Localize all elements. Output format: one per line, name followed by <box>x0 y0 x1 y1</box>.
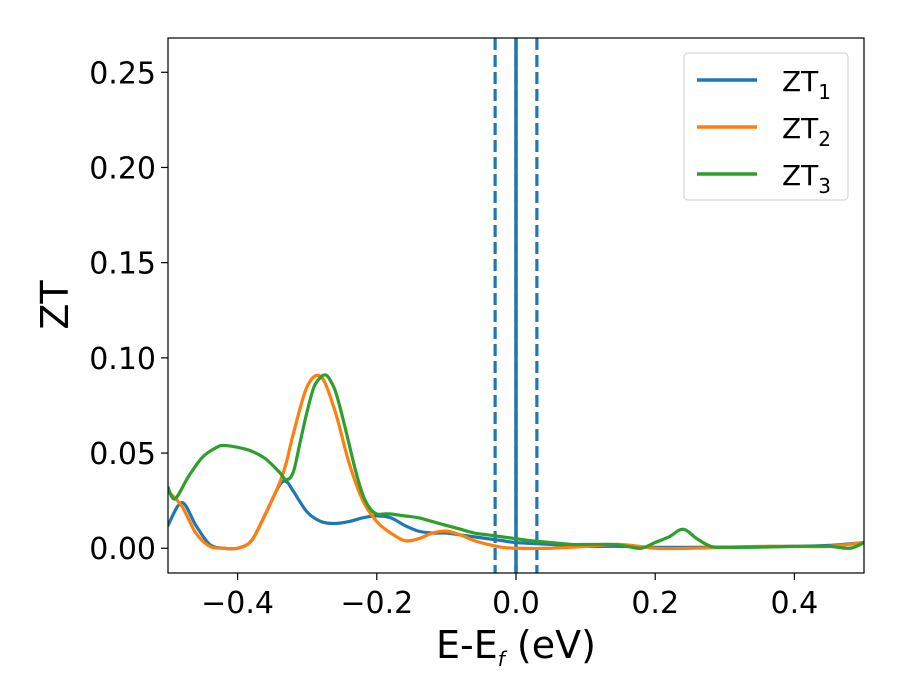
reference-lines <box>493 38 539 573</box>
series-line-zt2 <box>168 373 864 551</box>
y-tick-label: 0.00 <box>89 532 156 567</box>
x-tick-label: 0.0 <box>492 586 540 621</box>
legend-label: ZT2 <box>782 112 831 151</box>
series-line-zt3 <box>168 373 864 550</box>
legend: ZT1 ZT2 ZT3 <box>683 52 849 201</box>
x-axis: −0.4 −0.2 0.0 0.2 0.4 <box>201 573 818 621</box>
y-axis: 0.00 0.05 0.10 0.15 0.20 0.25 <box>89 56 168 567</box>
series-group <box>168 373 864 551</box>
y-axis-title: ZT <box>33 280 77 330</box>
legend-label: ZT3 <box>782 159 831 198</box>
x-axis-title: E-Ef (eV) <box>436 623 596 671</box>
y-tick-label: 0.15 <box>89 247 156 282</box>
legend-box <box>683 52 849 201</box>
x-tick-label: 0.2 <box>631 586 679 621</box>
x-tick-label: −0.4 <box>201 586 274 621</box>
y-tick-label: 0.10 <box>89 342 156 377</box>
x-tick-label: 0.4 <box>771 586 819 621</box>
y-tick-label: 0.20 <box>89 151 156 186</box>
legend-label: ZT1 <box>782 65 831 104</box>
y-tick-label: 0.05 <box>89 437 156 472</box>
y-tick-label: 0.25 <box>89 56 156 91</box>
x-tick-label: −0.2 <box>340 586 413 621</box>
